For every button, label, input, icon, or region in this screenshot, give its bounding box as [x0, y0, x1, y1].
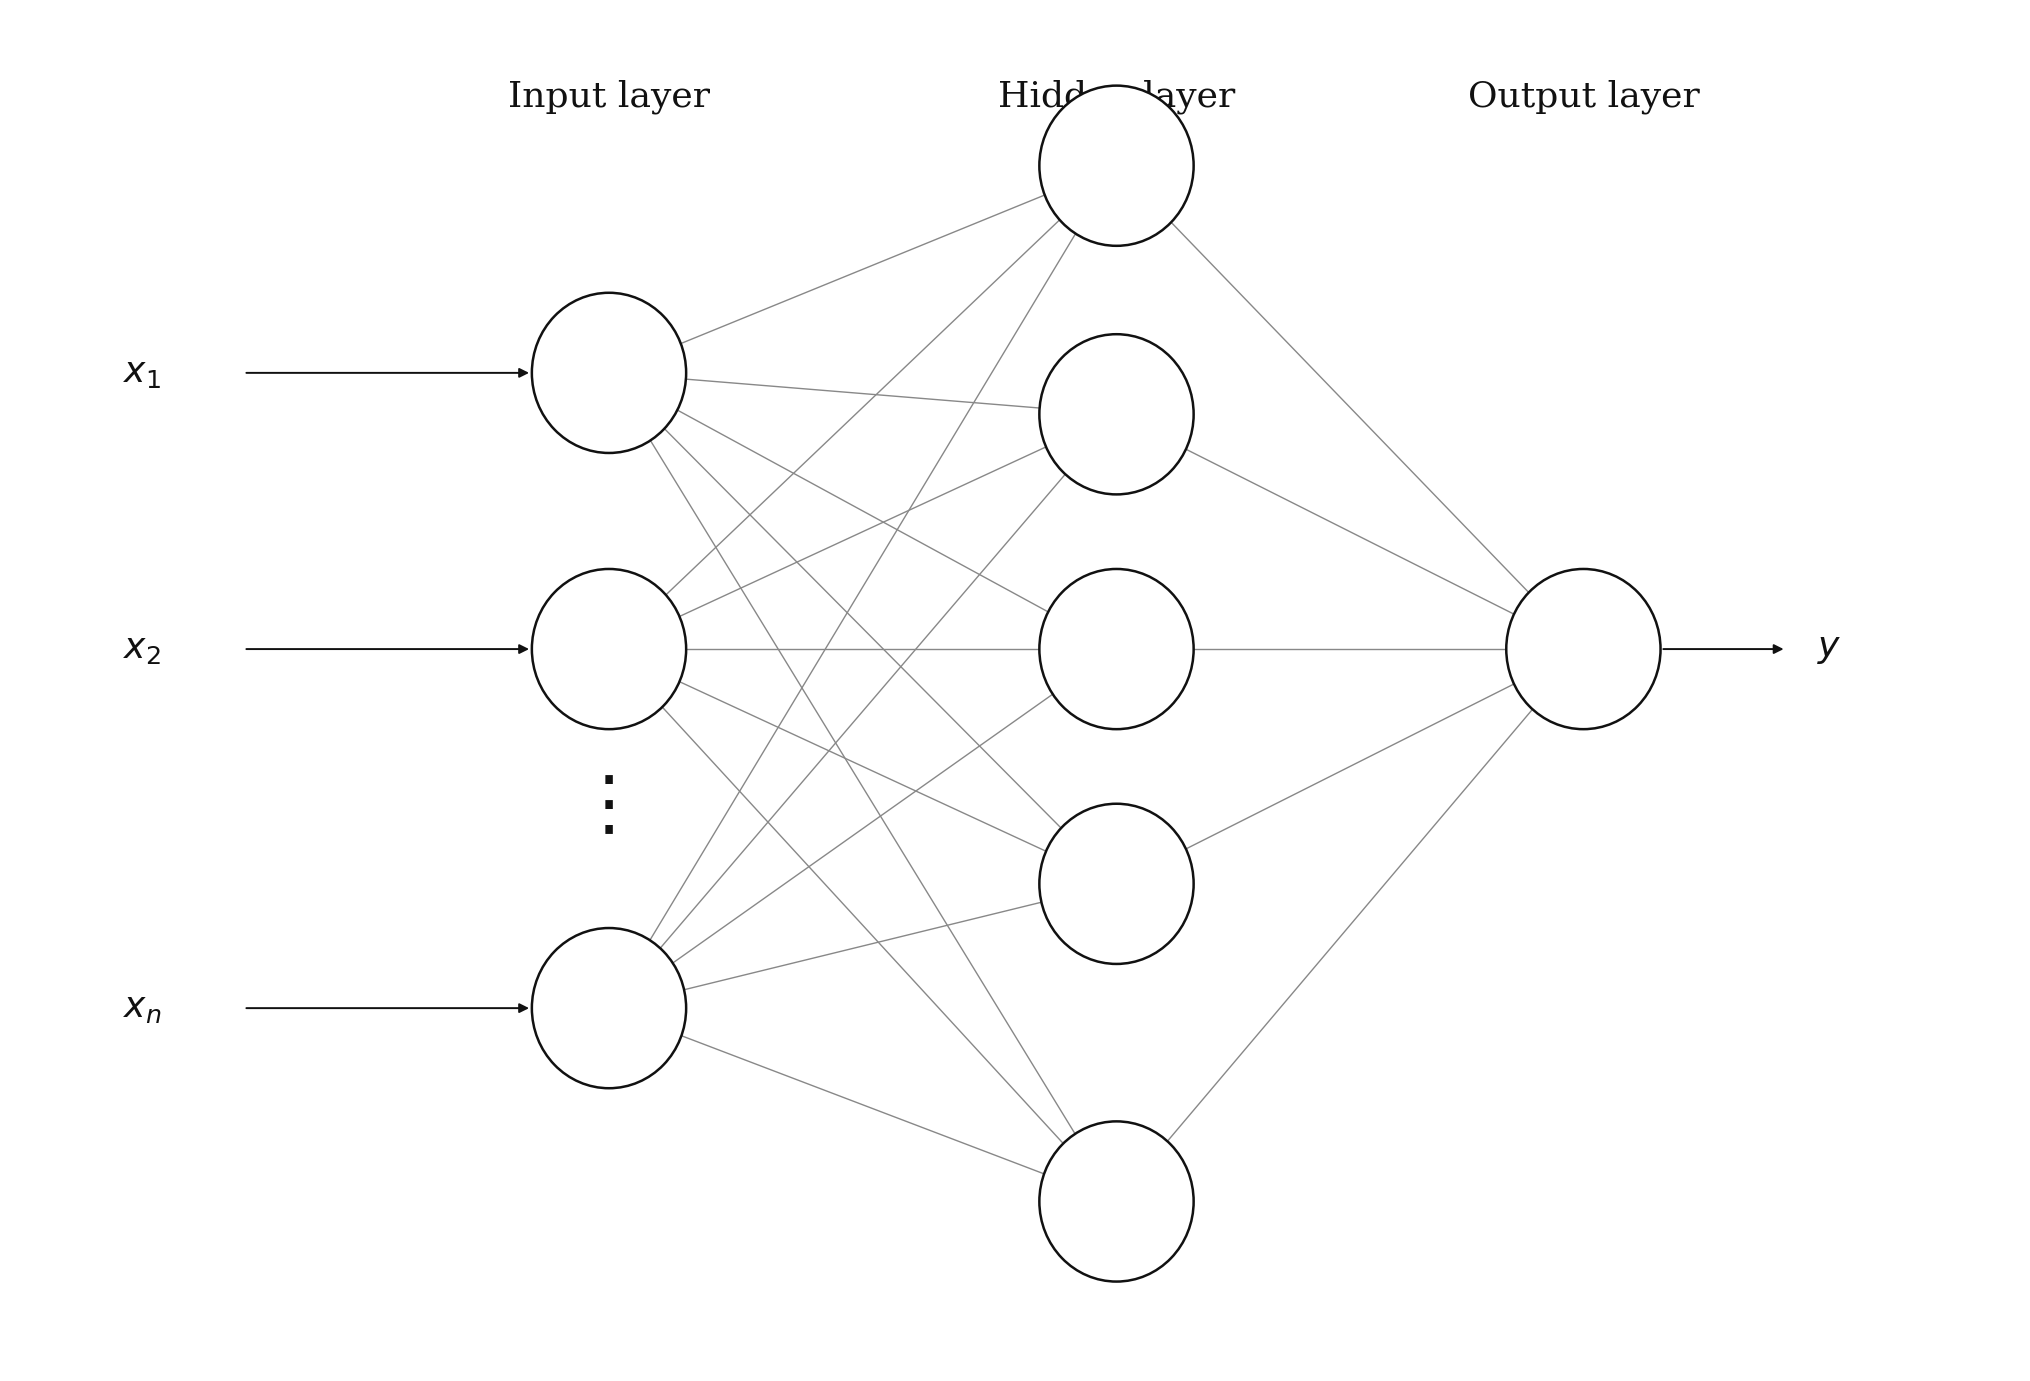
Ellipse shape	[532, 928, 686, 1088]
Ellipse shape	[1039, 804, 1194, 964]
Text: Output layer: Output layer	[1468, 80, 1699, 113]
Ellipse shape	[1039, 1121, 1194, 1282]
Ellipse shape	[1506, 569, 1661, 729]
Ellipse shape	[1039, 569, 1194, 729]
Text: Input layer: Input layer	[508, 80, 710, 113]
Ellipse shape	[532, 293, 686, 453]
Ellipse shape	[1039, 334, 1194, 494]
Ellipse shape	[532, 569, 686, 729]
Text: $x_2$: $x_2$	[124, 632, 160, 666]
Text: ⋮: ⋮	[572, 773, 646, 842]
Text: $x_1$: $x_1$	[124, 356, 160, 389]
Text: Hidden layer: Hidden layer	[999, 80, 1234, 113]
Text: $x_n$: $x_n$	[122, 992, 162, 1025]
Text: $y$: $y$	[1817, 632, 1841, 666]
Ellipse shape	[1039, 86, 1194, 246]
